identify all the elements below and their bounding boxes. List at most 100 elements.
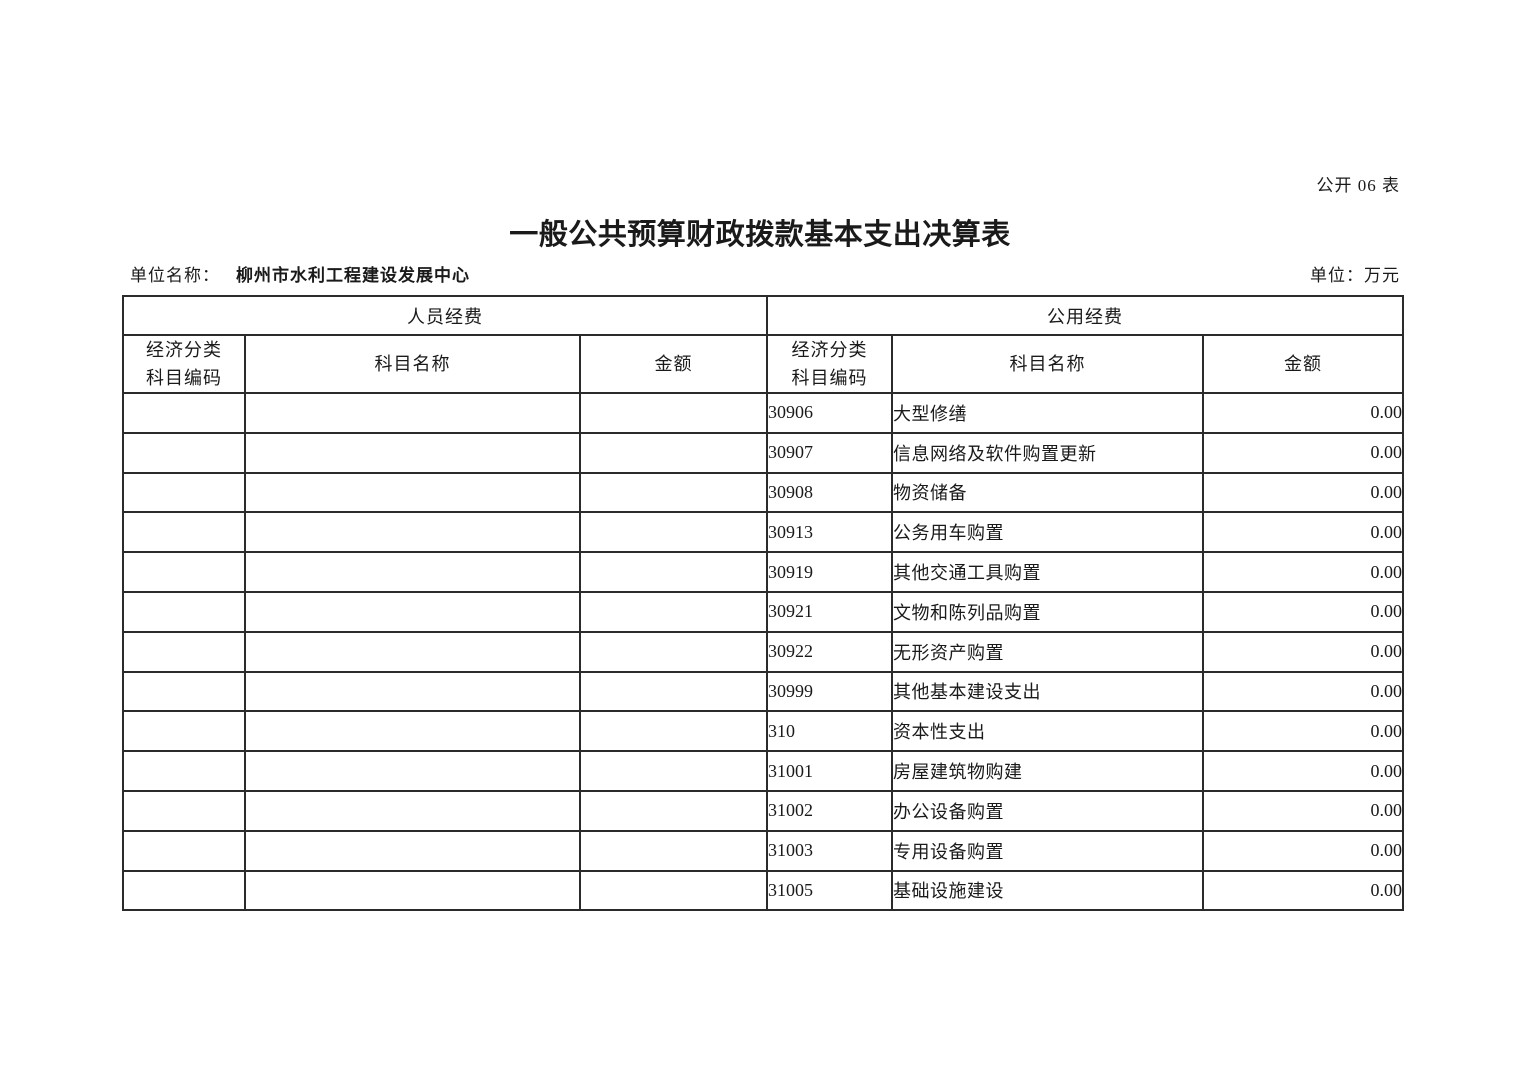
public-code-cell: 31003	[766, 829, 893, 872]
col-header-right-code: 经济分类 科目编码	[766, 334, 893, 394]
personnel-amount-cell	[579, 392, 768, 434]
public-name-cell: 专用设备购置	[891, 829, 1204, 872]
table-row: 31003 专用设备购置 0.00	[122, 829, 1404, 872]
personnel-name-cell	[244, 869, 581, 912]
page-title: 一般公共预算财政拨款基本支出决算表	[509, 219, 1011, 251]
col-header-code-line2: 科目编码	[791, 368, 868, 388]
public-name-cell: 基础设施建设	[891, 869, 1204, 912]
personnel-code-cell	[122, 829, 246, 872]
table-row: 310 资本性支出 0.00	[122, 710, 1404, 753]
personnel-amount-cell	[579, 710, 768, 753]
personnel-name-cell	[244, 630, 581, 673]
personnel-amount-cell	[579, 511, 768, 554]
group-header-public-funds: 公用经费	[766, 295, 1404, 336]
public-name-cell: 文物和陈列品购置	[891, 590, 1204, 633]
public-code-cell: 30907	[766, 431, 893, 474]
public-code-cell: 30999	[766, 670, 893, 713]
unit-name-block: 单位名称： 柳州市水利工程建设发展中心	[130, 261, 470, 286]
table-row: 30922 无形资产购置 0.00	[122, 630, 1404, 673]
public-amount-cell: 0.00	[1202, 829, 1404, 872]
public-name-cell: 其他基本建设支出	[891, 670, 1204, 713]
personnel-code-cell	[122, 750, 246, 792]
personnel-code-cell	[122, 710, 246, 753]
table-row: 31005 基础设施建设 0.00	[122, 869, 1404, 912]
col-header-left-name: 科目名称	[244, 334, 581, 394]
public-code-cell: 30913	[766, 511, 893, 554]
personnel-amount-cell	[579, 829, 768, 872]
public-amount-cell: 0.00	[1202, 551, 1404, 593]
public-amount-cell: 0.00	[1202, 750, 1404, 792]
col-header-code-line1: 经济分类	[146, 340, 222, 360]
public-code-cell: 31005	[766, 869, 893, 912]
personnel-amount-cell	[579, 670, 768, 713]
table-row: 30906 大型修缮 0.00	[122, 392, 1404, 434]
personnel-code-cell	[122, 869, 246, 912]
table-row: 31001 房屋建筑物购建 0.00	[122, 750, 1404, 792]
col-header-left-amount: 金额	[579, 334, 768, 394]
public-amount-cell: 0.00	[1202, 392, 1404, 434]
public-amount-cell: 0.00	[1202, 590, 1404, 633]
personnel-code-cell	[122, 789, 246, 832]
table-body: 30906 大型修缮 0.00 30907 信息网络及软件购置更新 0.00 3…	[122, 392, 1404, 912]
public-code-cell: 31001	[766, 750, 893, 792]
personnel-amount-cell	[579, 471, 768, 514]
public-code-cell: 30906	[766, 392, 893, 434]
table-row: 31002 办公设备购置 0.00	[122, 789, 1404, 832]
public-amount-cell: 0.00	[1202, 710, 1404, 753]
meta-row: 单位名称： 柳州市水利工程建设发展中心 单位：万元	[130, 261, 1400, 286]
public-code-cell: 30921	[766, 590, 893, 633]
form-number-label: 公开 06 表	[1316, 176, 1400, 195]
personnel-name-cell	[244, 710, 581, 753]
table-row: 30908 物资储备 0.00	[122, 471, 1404, 514]
personnel-amount-cell	[579, 431, 768, 474]
group-header-row: 人员经费 公用经费	[122, 295, 1404, 336]
personnel-name-cell	[244, 551, 581, 593]
personnel-code-cell	[122, 670, 246, 713]
public-name-cell: 大型修缮	[891, 392, 1204, 434]
public-amount-cell: 0.00	[1202, 630, 1404, 673]
public-amount-cell: 0.00	[1202, 471, 1404, 514]
personnel-amount-cell	[579, 750, 768, 792]
public-amount-cell: 0.00	[1202, 511, 1404, 554]
col-header-code-line1: 经济分类	[791, 340, 868, 360]
currency-unit-label: 单位：万元	[1310, 266, 1400, 285]
personnel-name-cell	[244, 471, 581, 514]
public-code-cell: 30908	[766, 471, 893, 514]
personnel-code-cell	[122, 392, 246, 434]
personnel-code-cell	[122, 590, 246, 633]
col-header-right-amount: 金额	[1202, 334, 1404, 394]
personnel-name-cell	[244, 590, 581, 633]
public-name-cell: 资本性支出	[891, 710, 1204, 753]
public-amount-cell: 0.00	[1202, 789, 1404, 832]
personnel-amount-cell	[579, 590, 768, 633]
budget-table: 人员经费 公用经费 经济分类 科目编码 科目名称 金额 经济分类 科目编码 科目名称…	[122, 295, 1404, 912]
personnel-code-cell	[122, 630, 246, 673]
table-row: 30999 其他基本建设支出 0.00	[122, 670, 1404, 713]
public-name-cell: 办公设备购置	[891, 789, 1204, 832]
column-header-row: 经济分类 科目编码 科目名称 金额 经济分类 科目编码 科目名称 金额	[122, 334, 1404, 394]
public-name-cell: 无形资产购置	[891, 630, 1204, 673]
table-row: 30913 公务用车购置 0.00	[122, 511, 1404, 554]
public-amount-cell: 0.00	[1202, 670, 1404, 713]
personnel-amount-cell	[579, 630, 768, 673]
public-code-cell: 30922	[766, 630, 893, 673]
public-code-cell: 310	[766, 710, 893, 753]
personnel-name-cell	[244, 789, 581, 832]
table-row: 30921 文物和陈列品购置 0.00	[122, 590, 1404, 633]
col-header-right-name: 科目名称	[891, 334, 1204, 394]
table-row: 30907 信息网络及软件购置更新 0.00	[122, 431, 1404, 474]
public-amount-cell: 0.00	[1202, 431, 1404, 474]
personnel-name-cell	[244, 511, 581, 554]
personnel-name-cell	[244, 750, 581, 792]
table-header: 人员经费 公用经费 经济分类 科目编码 科目名称 金额 经济分类 科目编码 科目名称…	[122, 295, 1404, 394]
personnel-code-cell	[122, 551, 246, 593]
personnel-name-cell	[244, 829, 581, 872]
unit-name-label: 单位名称：	[130, 266, 220, 285]
public-name-cell: 信息网络及软件购置更新	[891, 431, 1204, 474]
public-name-cell: 公务用车购置	[891, 511, 1204, 554]
public-code-cell: 30919	[766, 551, 893, 593]
personnel-amount-cell	[579, 869, 768, 912]
public-name-cell: 其他交通工具购置	[891, 551, 1204, 593]
personnel-amount-cell	[579, 789, 768, 832]
